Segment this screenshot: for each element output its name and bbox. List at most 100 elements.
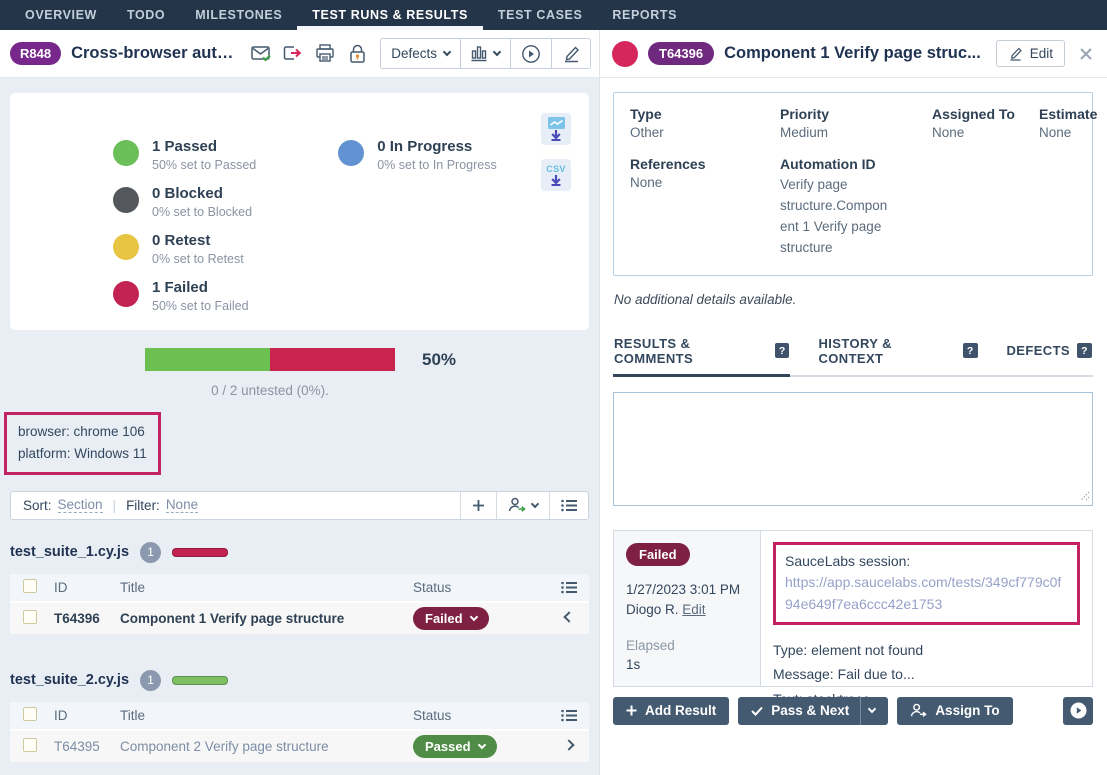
collapse-row-icon[interactable]: [563, 610, 575, 623]
col-status-header: Status: [413, 707, 452, 723]
expand-row-icon[interactable]: [563, 738, 575, 751]
tab-history-context[interactable]: HISTORY & CONTEXT ?: [817, 336, 978, 377]
select-all-checkbox[interactable]: [23, 706, 37, 721]
edit-run-button[interactable]: [551, 39, 590, 68]
plus-icon: [626, 705, 637, 716]
suite-1-name: test_suite_1.cy.js: [10, 544, 130, 561]
sort-value-link[interactable]: Section: [57, 497, 103, 514]
select-all-checkbox[interactable]: [23, 578, 37, 593]
progress-row: 50%: [145, 348, 599, 371]
field-assigned-to: Assigned To None: [932, 106, 1015, 140]
run-toolbar: Defects: [380, 38, 591, 69]
field-estimate: Estimate None: [1039, 106, 1098, 140]
columns-icon: [561, 499, 577, 511]
config-platform: platform: Windows 11: [18, 446, 147, 462]
filter-value-link[interactable]: None: [165, 497, 199, 514]
table-row[interactable]: T64395 Component 2 Verify page structure…: [10, 730, 589, 762]
session-url-link[interactable]: https://app.saucelabs.com/tests/349cf779…: [785, 574, 1062, 613]
table-header-row: ID Title Status: [10, 573, 589, 603]
help-icon[interactable]: ?: [963, 343, 978, 359]
field-type: Type Other: [630, 106, 664, 140]
divider: [860, 696, 862, 725]
close-icon[interactable]: [1077, 45, 1095, 63]
field-references: References None: [630, 156, 706, 190]
defects-dropdown[interactable]: Defects: [381, 39, 460, 68]
assign-to-button[interactable]: Assign To: [897, 696, 1013, 725]
columns-icon[interactable]: [549, 709, 589, 722]
field-automation-id: Automation ID Verify page structure.Comp…: [780, 156, 888, 255]
run-header: R848 Cross-browser autom... Defects: [0, 30, 600, 77]
result-edit-link[interactable]: Edit: [682, 601, 706, 617]
run-automation-button[interactable]: [1063, 696, 1093, 725]
edit-case-button[interactable]: Edit: [995, 40, 1065, 67]
comment-input[interactable]: [613, 391, 1093, 506]
plus-icon: [473, 499, 484, 511]
result-status-badge: Failed: [626, 542, 690, 566]
lock-icon[interactable]: [346, 43, 368, 65]
elapsed-value: 1s: [626, 657, 641, 673]
assign-dropdown[interactable]: [496, 491, 549, 519]
email-notify-icon[interactable]: [250, 43, 272, 65]
pass-next-button[interactable]: Pass & Next: [738, 696, 889, 725]
download-chart-button[interactable]: [541, 113, 571, 145]
status-dropdown[interactable]: Failed: [413, 606, 489, 630]
nav-tab-milestones[interactable]: MILESTONES: [195, 8, 283, 22]
nav-tab-reports[interactable]: REPORTS: [612, 8, 678, 22]
test-title[interactable]: Component 2 Verify page structure: [120, 738, 329, 754]
status-dropdown[interactable]: Passed: [413, 734, 497, 758]
nav-tab-overview[interactable]: OVERVIEW: [25, 8, 97, 22]
columns-button[interactable]: [549, 491, 588, 519]
assign-user-icon: [508, 497, 526, 512]
help-icon[interactable]: ?: [774, 343, 790, 359]
columns-icon[interactable]: [549, 581, 589, 594]
session-label: SauceLabs session:: [785, 552, 911, 569]
stat-failed: 1 Failed 50% set to Failed: [113, 279, 256, 313]
chevron-down-icon: [530, 499, 540, 508]
result-type-line: Type: element not found: [773, 641, 924, 658]
suite-1-header: test_suite_1.cy.js 1: [10, 541, 589, 563]
result-meta: Failed 1/27/2023 3:01 PM Diogo R. Edit E…: [614, 530, 761, 686]
print-icon[interactable]: [314, 43, 336, 65]
edit-label: Edit: [1029, 46, 1053, 61]
blocked-dot-icon: [113, 187, 139, 213]
nav-tab-test-runs-results[interactable]: TEST RUNS & RESULTS: [297, 0, 483, 30]
tab-defects[interactable]: DEFECTS ?: [1006, 336, 1093, 377]
export-icon[interactable]: [282, 43, 304, 65]
assign-user-icon: [911, 703, 928, 718]
test-title[interactable]: Component 1 Verify page structure: [120, 610, 345, 626]
rerun-button[interactable]: [510, 39, 551, 68]
chart-dropdown[interactable]: [460, 39, 510, 68]
suite-1-status-bar: [172, 547, 229, 557]
chevron-down-icon: [492, 47, 502, 57]
stat-retest: 0 Retest 0% set to Retest: [113, 232, 256, 266]
add-case-button[interactable]: [460, 491, 496, 519]
chevron-down-icon: [442, 47, 452, 57]
col-status-header: Status: [413, 579, 452, 595]
table-row[interactable]: T64396 Component 1 Verify page structure…: [10, 602, 589, 634]
run-results-panel: 1 Passed 50% set to Passed 0 Blocked 0% …: [0, 78, 600, 775]
test-id: T64395: [54, 738, 100, 754]
nav-tab-test-cases[interactable]: TEST CASES: [497, 8, 583, 22]
config-browser: browser: chrome 106: [18, 424, 145, 439]
row-checkbox[interactable]: [23, 737, 37, 752]
latest-result-card: Failed 1/27/2023 3:01 PM Diogo R. Edit E…: [613, 529, 1093, 707]
download-csv-button[interactable]: CSV: [541, 159, 571, 191]
progress-passed-segment: [145, 348, 270, 371]
progress-failed-segment: [270, 348, 395, 371]
play-circle-icon: [522, 44, 540, 63]
row-checkbox[interactable]: [23, 609, 37, 624]
filter-label: Filter:: [126, 497, 160, 513]
field-priority: Priority Medium: [780, 106, 830, 140]
result-actions: Add Result Pass & Next Assign To: [613, 696, 1093, 725]
download-arrow-icon: [551, 175, 561, 186]
check-icon: [751, 706, 763, 716]
add-result-button[interactable]: Add Result: [613, 696, 730, 725]
help-icon[interactable]: ?: [1077, 343, 1092, 359]
sort-filter-bar: Sort: Section | Filter: None: [10, 490, 589, 520]
tab-results-comments[interactable]: RESULTS & COMMENTS ?: [613, 336, 791, 377]
suite-2-table: ID Title Status T64395 Component 2 Verif…: [10, 701, 589, 762]
no-details-text: No additional details available.: [614, 291, 797, 307]
progress-percent: 50%: [422, 349, 457, 369]
run-title: Cross-browser autom...: [71, 44, 241, 62]
nav-tab-todo[interactable]: TODO: [126, 8, 166, 22]
